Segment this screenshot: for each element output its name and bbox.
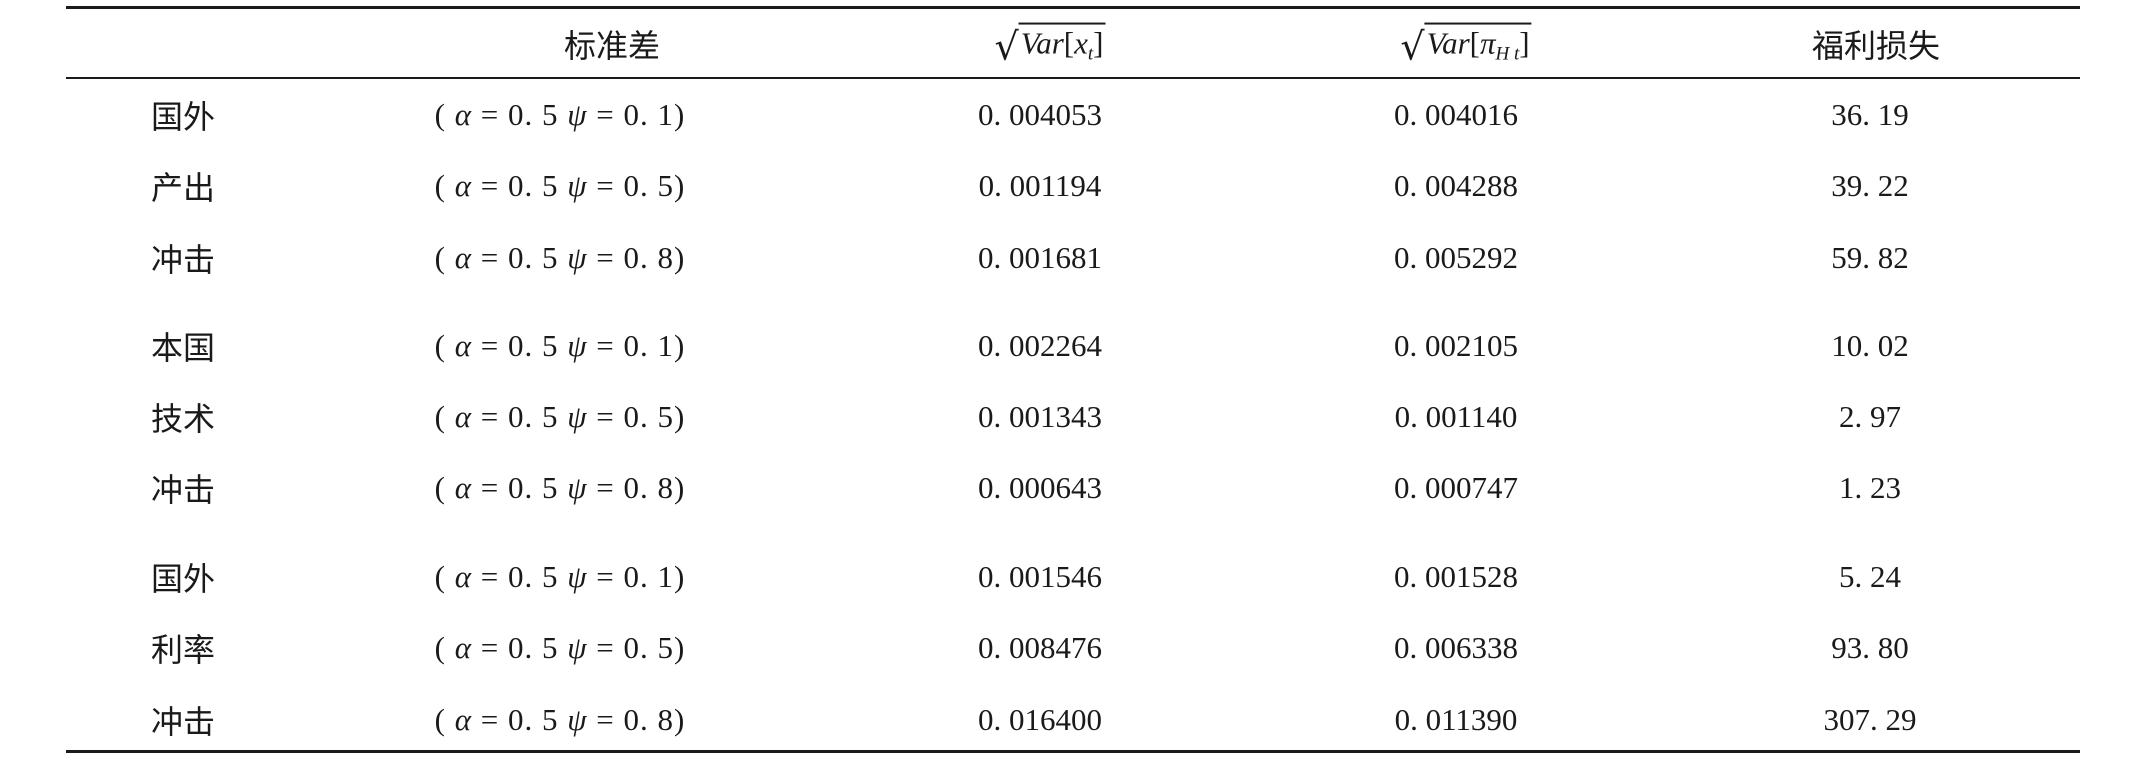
bottom-rule: [66, 750, 2080, 753]
var-pi-value: 0. 001140: [1394, 399, 1518, 434]
var-func: Var: [1020, 25, 1064, 61]
row-params: ( α = 0. 5 ψ = 0. 8): [434, 702, 686, 737]
alpha-value: 0. 5: [508, 470, 559, 505]
var-x-value: 0. 001343: [978, 399, 1102, 434]
var-pi-value: 0. 004016: [1394, 97, 1518, 132]
header-var-pi: √ Var[πH t]: [1400, 22, 1532, 69]
psi-value: 0. 8: [623, 240, 675, 275]
row-params: ( α = 0. 5 ψ = 0. 1): [434, 97, 686, 132]
row-params: ( α = 0. 5 ψ = 0. 1): [434, 559, 686, 594]
var-x-value: 0. 008476: [978, 630, 1102, 665]
row-label: 国外: [150, 98, 216, 136]
row-params: ( α = 0. 5 ψ = 0. 5): [434, 168, 686, 203]
var-x-value: 0. 001194: [978, 168, 1102, 203]
var-x-value: 0. 001546: [978, 559, 1102, 594]
alpha-value: 0. 5: [508, 630, 559, 665]
row-label: 冲击: [150, 471, 216, 509]
var-pi-value: 0. 002105: [1394, 328, 1518, 363]
alpha-value: 0. 5: [508, 559, 559, 594]
psi-value: 0. 1: [623, 97, 675, 132]
alpha-value: 0. 5: [508, 240, 559, 275]
row-label: 技术: [150, 400, 216, 438]
var-x-value: 0. 004053: [978, 97, 1102, 132]
var-pi-value: 0. 006338: [1394, 630, 1518, 665]
row-params: ( α = 0. 5 ψ = 0. 8): [434, 470, 686, 505]
var-pi-value: 0. 001528: [1394, 559, 1518, 594]
row-label: 利率: [150, 631, 216, 669]
psi-value: 0. 5: [623, 399, 675, 434]
row-params: ( α = 0. 5 ψ = 0. 5): [434, 630, 686, 665]
alpha-value: 0. 5: [508, 168, 559, 203]
psi-value: 0. 1: [623, 559, 675, 594]
var-x-value: 0. 001681: [978, 240, 1102, 275]
psi-value: 0. 5: [623, 630, 675, 665]
sqrt-icon: √: [994, 24, 1019, 69]
var-pi-value: 0. 011390: [1394, 702, 1518, 737]
row-label: 冲击: [150, 703, 216, 741]
var-x-value: 0. 002264: [978, 328, 1102, 363]
row-label: 冲击: [150, 241, 216, 279]
row-params: ( α = 0. 5 ψ = 0. 5): [434, 399, 686, 434]
welfare-loss-value: 93. 80: [1831, 630, 1909, 665]
header-std-dev: 标准差: [563, 27, 661, 65]
welfare-loss-value: 1. 23: [1839, 470, 1901, 505]
row-params: ( α = 0. 5 ψ = 0. 1): [434, 328, 686, 363]
var-sub: t: [1087, 43, 1094, 65]
psi-value: 0. 8: [623, 702, 675, 737]
welfare-loss-value: 39. 22: [1831, 168, 1909, 203]
header-welfare-loss: 福利损失: [1811, 27, 1941, 65]
row-label: 产出: [150, 169, 216, 207]
top-rule: [66, 6, 2080, 9]
var-x-value: 0. 016400: [978, 702, 1102, 737]
sqrt-icon: √: [1400, 24, 1425, 69]
welfare-loss-value: 36. 19: [1831, 97, 1909, 132]
psi-value: 0. 8: [623, 470, 675, 505]
header-var-x: √ Var[xt]: [994, 22, 1106, 69]
alpha-value: 0. 5: [508, 399, 559, 434]
header-rule: [66, 77, 2080, 79]
var-arg: π: [1480, 25, 1496, 61]
var-x-value: 0. 000643: [978, 470, 1102, 505]
psi-value: 0. 1: [623, 328, 675, 363]
var-pi-value: 0. 000747: [1394, 470, 1518, 505]
alpha-value: 0. 5: [508, 702, 559, 737]
var-sub: H t: [1495, 43, 1520, 65]
welfare-loss-value: 2. 97: [1839, 399, 1901, 434]
welfare-loss-value: 307. 29: [1823, 702, 1917, 737]
var-arg: x: [1074, 25, 1088, 61]
welfare-loss-value: 59. 82: [1831, 240, 1909, 275]
alpha-value: 0. 5: [508, 97, 559, 132]
welfare-loss-value: 10. 02: [1831, 328, 1909, 363]
alpha-value: 0. 5: [508, 328, 559, 363]
var-pi-value: 0. 004288: [1394, 168, 1518, 203]
row-label: 本国: [150, 329, 216, 367]
row-label: 国外: [150, 560, 216, 598]
welfare-loss-value: 5. 24: [1839, 559, 1901, 594]
var-pi-value: 0. 005292: [1394, 240, 1518, 275]
var-func: Var: [1426, 25, 1470, 61]
psi-value: 0. 5: [623, 168, 675, 203]
row-params: ( α = 0. 5 ψ = 0. 8): [434, 240, 686, 275]
